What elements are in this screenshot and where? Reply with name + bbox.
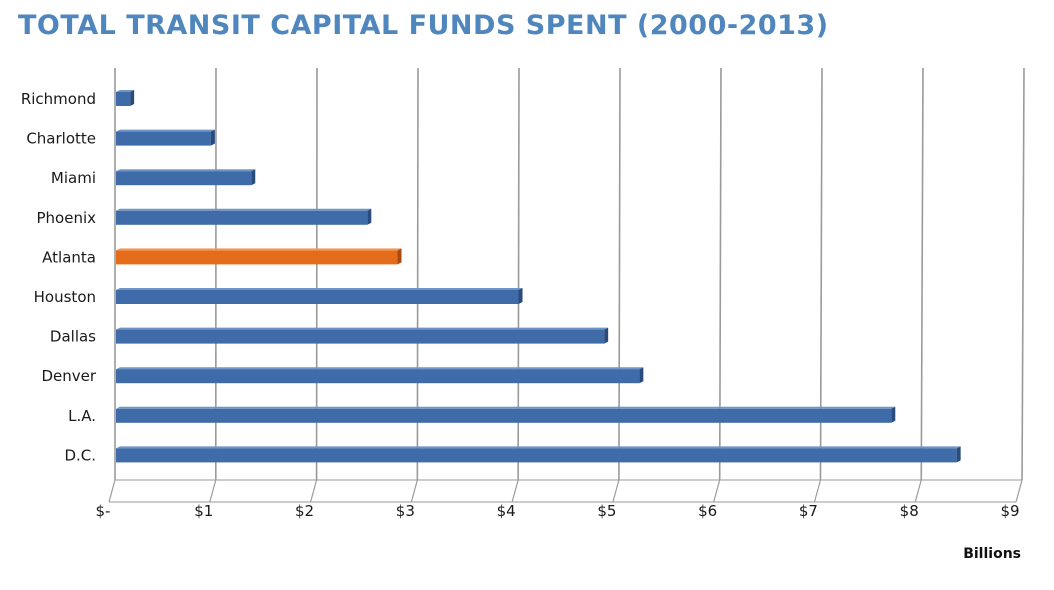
category-label: Dallas: [50, 328, 96, 346]
bar-la: [116, 406, 896, 423]
category-label: Richmond: [21, 90, 96, 108]
floor-tick-9: [1015, 479, 1023, 503]
x-tick-label: $2: [295, 502, 314, 520]
x-axis-unit-label: Billions: [963, 546, 1021, 562]
x-tick-label: $5: [597, 502, 616, 520]
x-tick-label: $3: [396, 502, 415, 520]
floor-tick-6: [713, 479, 721, 503]
bar-richmond: [116, 90, 135, 106]
bar-atlanta: [116, 248, 402, 265]
floor-tick-8: [914, 479, 922, 503]
category-labels: Richmond Charlotte Miami Phoenix Atlanta Hous…: [21, 90, 97, 464]
x-tick-label: $4: [497, 502, 516, 520]
chart-title: TOTAL TRANSIT CAPITAL FUNDS SPENT (2000-…: [18, 10, 829, 41]
category-label: Denver: [41, 367, 96, 385]
gridline-9: [1021, 67, 1025, 481]
category-label: Houston: [34, 288, 96, 306]
floor-tick-5: [612, 479, 620, 503]
floor-tick-7: [813, 479, 822, 503]
bar-miami: [116, 169, 256, 186]
bar-charlotte: [116, 129, 215, 146]
bar-denver: [116, 367, 644, 384]
gridlines: [108, 67, 1025, 503]
category-label: D.C.: [64, 446, 96, 464]
category-label: L.A.: [68, 407, 96, 425]
bar-houston: [116, 288, 523, 304]
x-tick-label: $6: [698, 502, 717, 520]
x-tick-labels: $- $1 $2 $3 $4 $5 $6 $7 $8 $9: [96, 502, 1020, 520]
category-label: Atlanta: [42, 248, 96, 266]
floor-tick-3: [410, 479, 418, 503]
bars: [116, 90, 961, 463]
floor-tick-4: [511, 479, 519, 503]
bar-dallas: [116, 327, 609, 344]
floor-tick-0: [108, 479, 116, 503]
category-label: Miami: [51, 169, 96, 187]
floor-tick-1: [209, 479, 217, 503]
x-tick-label: $8: [900, 502, 919, 520]
bar-phoenix: [116, 208, 372, 225]
category-label: Charlotte: [26, 130, 96, 148]
floor-tick-2: [309, 479, 318, 503]
x-tick-label: $1: [194, 502, 213, 520]
category-label: Phoenix: [36, 209, 96, 227]
x-tick-label: $-: [96, 502, 111, 520]
x-tick-label: $9: [1000, 502, 1019, 520]
bar-dc: [116, 446, 961, 463]
gridline-8: [920, 67, 924, 481]
x-tick-label: $7: [799, 502, 818, 520]
